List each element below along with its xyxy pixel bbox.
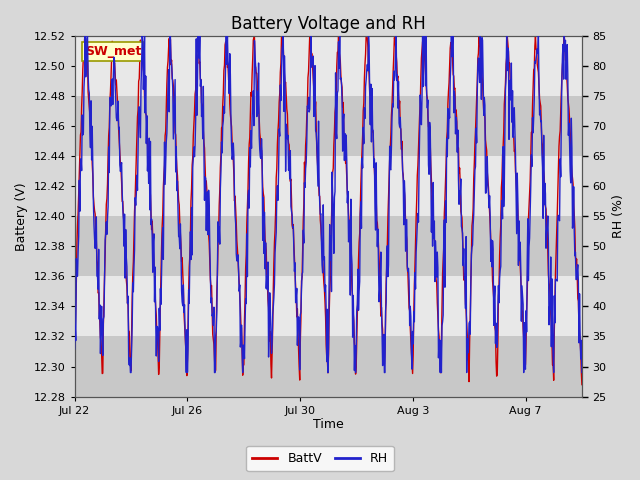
Title: Battery Voltage and RH: Battery Voltage and RH <box>231 15 426 33</box>
Bar <box>75 156 582 216</box>
Bar <box>75 276 582 336</box>
Bar <box>75 336 582 396</box>
Bar <box>75 216 582 276</box>
Bar <box>75 96 582 156</box>
Y-axis label: RH (%): RH (%) <box>612 194 625 238</box>
Legend: BattV, RH: BattV, RH <box>246 446 394 471</box>
Y-axis label: Battery (V): Battery (V) <box>15 182 28 251</box>
X-axis label: Time: Time <box>313 419 344 432</box>
Bar <box>75 36 582 96</box>
Text: SW_met: SW_met <box>84 45 141 58</box>
